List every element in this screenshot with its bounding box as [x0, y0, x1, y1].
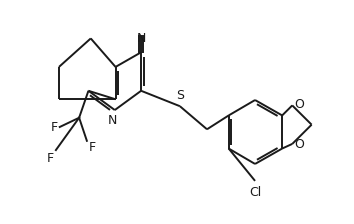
Text: N: N [108, 114, 117, 127]
Text: N: N [136, 32, 146, 45]
Text: Cl: Cl [249, 185, 261, 198]
Text: O: O [295, 138, 304, 151]
Text: S: S [176, 88, 184, 101]
Text: F: F [51, 121, 58, 134]
Text: F: F [88, 141, 96, 154]
Text: O: O [295, 98, 304, 111]
Text: F: F [47, 152, 54, 165]
